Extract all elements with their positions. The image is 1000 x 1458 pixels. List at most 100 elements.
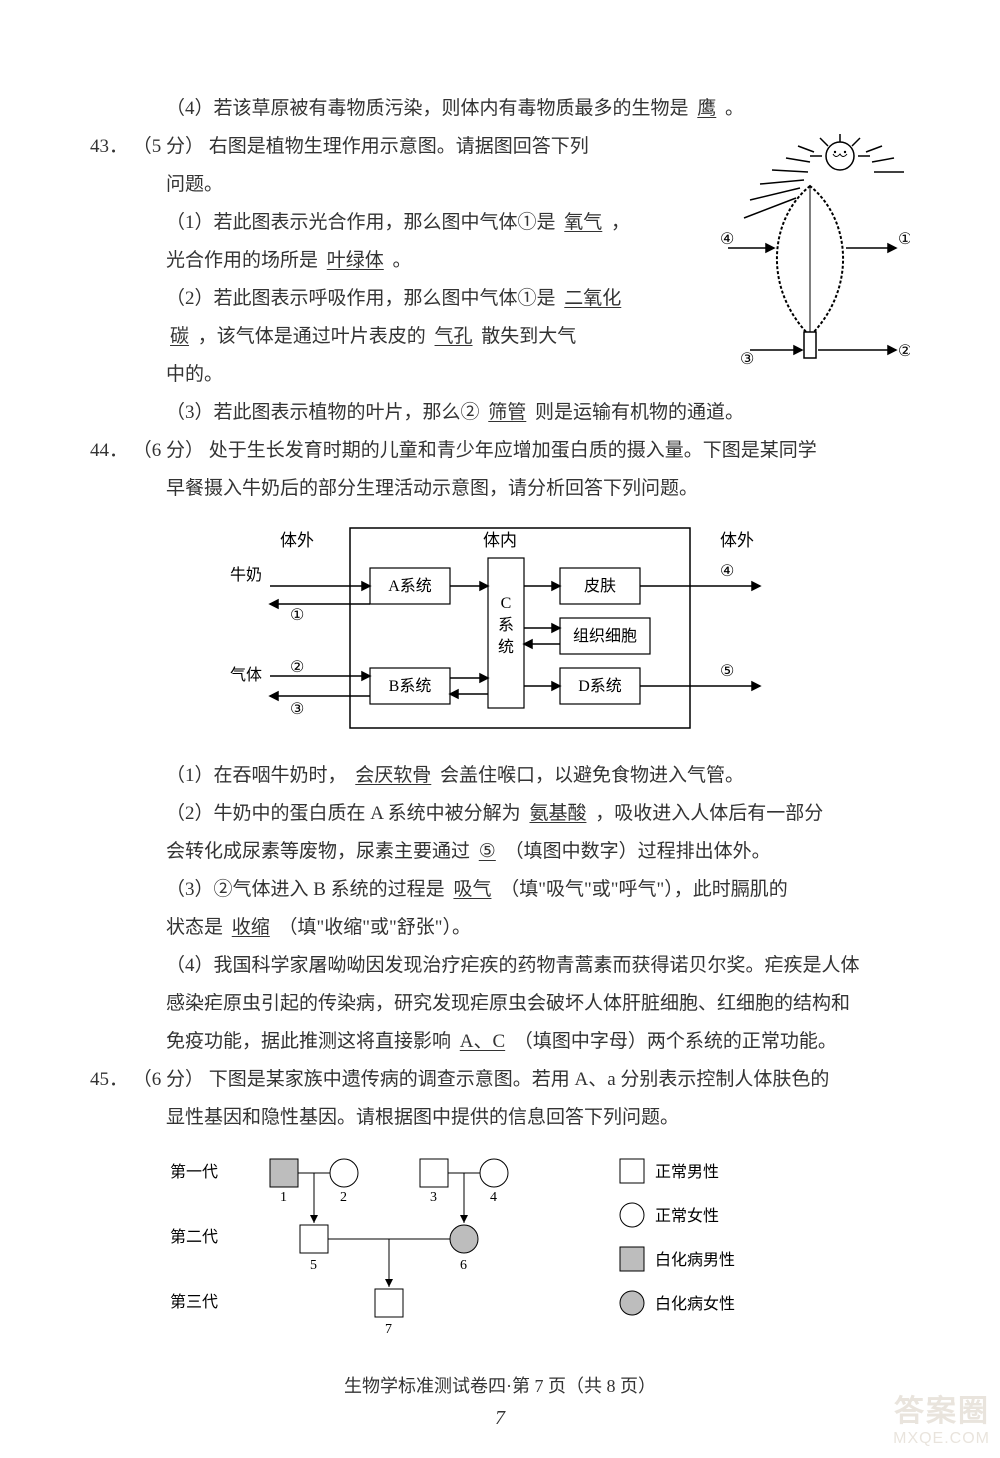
q43-s2-ans1b: 碳 <box>166 326 193 347</box>
q45-head: 45． （6 分） 下图是某家族中遗传病的调查示意图。若用 A、a 分别表示控制… <box>90 1061 910 1099</box>
f45-n4: 4 <box>490 1190 497 1205</box>
q43-s2-pre: （2）若此图表示呼吸作用，那么图中气体①是 <box>166 288 556 309</box>
q43-s3-post: 则是运输有机物的通道。 <box>535 402 744 423</box>
q44-s3-ans2: 收缩 <box>228 917 274 938</box>
q44-num: 44． <box>90 440 128 461</box>
watermark: 答案圈 MXQE.COM <box>893 1386 990 1448</box>
q44-s1: （1）在吞咽牛奶时， 会厌软骨 会盖住喉口，以避免食物进入气管。 <box>90 757 910 795</box>
q43-s1-mid: ， <box>611 212 630 233</box>
q44-s3-l2b: （填"收缩"或"舒张"）。 <box>279 917 472 938</box>
f44-sysC-c: 统 <box>498 638 514 656</box>
q44-head: 44． （6 分） 处于生长发育时期的儿童和青少年应增加蛋白质的摄入量。下图是某… <box>90 432 910 470</box>
q44-s2-ans1: 氨基酸 <box>525 803 590 824</box>
q44-s1-pre: （1）在吞咽牛奶时， <box>166 765 347 786</box>
f45-n7: 7 <box>385 1322 392 1337</box>
q44-s2-mid: ，吸收进入人体后有一部分 <box>595 803 823 824</box>
f44-gas: 气体 <box>230 666 262 684</box>
q45-intro1: 下图是某家族中遗传病的调查示意图。若用 A、a 分别表示控制人体肤色的 <box>209 1069 830 1090</box>
q44-s4-l3a: 免疫功能，据此推测这将直接影响 <box>166 1031 451 1052</box>
q42-sub4-post: 。 <box>725 98 744 119</box>
q43-s3-pre: （3）若此图表示植物的叶片，那么② <box>166 402 480 423</box>
q44-figure: 体内 体外 体外 A系统 B系统 C 系 统 皮肤 组织细胞 D系统 牛奶 <box>220 518 780 743</box>
watermark-brand: 答案圈 <box>893 1386 990 1430</box>
f45-gen3: 第三代 <box>170 1293 218 1311</box>
q44-s3-pre: （3）②气体进入 B 系统的过程是 <box>166 879 445 900</box>
q43-block: ④ ① ③ ② 43． （5 分） 右图是植物生理作用示意图。请据图回答下列 问… <box>90 128 910 432</box>
q44-s3-l2a: 状态是 <box>166 917 223 938</box>
footer-text: 生物学标准测试卷四·第 7 页（共 8 页） <box>90 1372 910 1398</box>
q43-fig-c3: ③ <box>740 351 754 368</box>
q45-figure: 第一代 第二代 第三代 1 2 3 4 5 6 <box>160 1147 840 1342</box>
q42-sub4: （4）若该草原被有毒物质污染，则体内有毒物质最多的生物是 鹰 。 <box>90 90 910 128</box>
q45-num: 45． <box>90 1069 128 1090</box>
f45-gen1: 第一代 <box>170 1163 218 1181</box>
f45-leg-af: 白化病女性 <box>655 1294 735 1313</box>
q43-points: （5 分） <box>133 136 204 157</box>
f45-n1: 1 <box>280 1190 287 1205</box>
f45-n3: 3 <box>430 1190 437 1205</box>
q44-s1-post: 会盖住喉口，以避免食物进入气管。 <box>440 765 744 786</box>
q43-s1-ans1: 氧气 <box>560 212 606 233</box>
f44-c2: ② <box>290 659 304 676</box>
q43-s2-ans2: 气孔 <box>431 326 477 347</box>
q43-fig-c2: ② <box>898 343 910 360</box>
q44-intro2: 早餐摄入牛奶后的部分生理活动示意图，请分析回答下列问题。 <box>90 470 910 508</box>
f45-n6: 6 <box>460 1258 467 1273</box>
q43-s2-ans1a: 二氧化 <box>560 288 625 309</box>
q44-s4-l2: 感染疟原虫引起的传染病，研究发现疟原虫会破坏人体肝脏细胞、红细胞的结构和 <box>90 985 910 1023</box>
f44-skin: 皮肤 <box>584 577 616 595</box>
q43-fig-c1: ① <box>898 231 910 248</box>
q43-s1-ans2: 叶绿体 <box>323 250 388 271</box>
f44-c4: ④ <box>720 563 734 580</box>
f44-sysC-b: 系 <box>498 616 514 634</box>
q43-s1-pre: （1）若此图表示光合作用，那么图中气体①是 <box>166 212 556 233</box>
q44-s2-ans2: ⑤ <box>475 841 500 862</box>
q42-sub4-pre: （4）若该草原被有毒物质污染，则体内有毒物质最多的生物是 <box>166 98 689 119</box>
q44-s2-l2: 会转化成尿素等废物，尿素主要通过 ⑤ （填图中数字）过程排出体外。 <box>90 833 910 871</box>
q44-s1-ans: 会厌软骨 <box>351 765 435 786</box>
q44-s2-l1: （2）牛奶中的蛋白质在 A 系统中被分解为 氨基酸 ，吸收进入人体后有一部分 <box>90 795 910 833</box>
q43-num: 43． <box>90 136 128 157</box>
q43-s1-pre2: 光合作用的场所是 <box>166 250 318 271</box>
f44-tissue: 组织细胞 <box>573 627 637 645</box>
q44-s4-l3: 免疫功能，据此推测这将直接影响 A、C （填图中字母）两个系统的正常功能。 <box>90 1023 910 1061</box>
f44-sysA: A系统 <box>388 577 432 595</box>
q44-points: （6 分） <box>133 440 204 461</box>
f45-leg-nm: 正常男性 <box>655 1163 719 1181</box>
watermark-url: MXQE.COM <box>893 1430 990 1448</box>
q44-s3-l2: 状态是 收缩 （填"收缩"或"舒张"）。 <box>90 909 910 947</box>
q44-intro1: 处于生长发育时期的儿童和青少年应增加蛋白质的摄入量。下图是某同学 <box>209 440 817 461</box>
f45-n5: 5 <box>310 1258 317 1273</box>
q43-s1-post2: 。 <box>393 250 412 271</box>
q43-fig-c4: ④ <box>720 231 734 248</box>
q44-s2-l2b: （填图中数字）过程排出体外。 <box>505 841 771 862</box>
q44-s4-l3b: （填图中字母）两个系统的正常功能。 <box>514 1031 837 1052</box>
f44-sysB: B系统 <box>389 677 432 695</box>
q42-sub4-ans: 鹰 <box>693 98 720 119</box>
f44-c1: ① <box>290 607 304 624</box>
q44-s3-mid: （填"吸气"或"呼气"），此时膈肌的 <box>500 879 788 900</box>
q43-s3-ans: 筛管 <box>484 402 530 423</box>
page-number: 7 <box>0 1407 1000 1430</box>
q44-s3-l1: （3）②气体进入 B 系统的过程是 吸气 （填"吸气"或"呼气"），此时膈肌的 <box>90 871 910 909</box>
q45-intro2: 显性基因和隐性基因。请根据图中提供的信息回答下列问题。 <box>90 1099 910 1137</box>
f44-sysC-a: C <box>501 595 512 612</box>
f44-outsideR: 体外 <box>720 531 754 550</box>
f44-outsideL: 体外 <box>280 531 314 550</box>
f45-leg-am: 白化病男性 <box>655 1251 735 1269</box>
f44-c5: ⑤ <box>720 663 734 680</box>
q45-points: （6 分） <box>133 1069 204 1090</box>
q44-s3-ans1: 吸气 <box>449 879 495 900</box>
q44-s4-ans: A、C <box>456 1031 509 1052</box>
f44-milk: 牛奶 <box>230 566 262 584</box>
exam-page: （4）若该草原被有毒物质污染，则体内有毒物质最多的生物是 鹰 。 <box>0 0 1000 1458</box>
q43-intro1: 右图是植物生理作用示意图。请据图回答下列 <box>209 136 589 157</box>
q44-s2-l2a: 会转化成尿素等废物，尿素主要通过 <box>166 841 470 862</box>
f45-gen2: 第二代 <box>170 1228 218 1246</box>
q43-s3: （3）若此图表示植物的叶片，那么② 筛管 则是运输有机物的通道。 <box>90 394 910 432</box>
f45-leg-nf: 正常女性 <box>655 1206 719 1225</box>
f44-c3: ③ <box>290 701 304 718</box>
f44-sysD: D系统 <box>578 677 622 695</box>
q44-s4-l1: （4）我国科学家屠呦呦因发现治疗疟疾的药物青蒿素而获得诺贝尔奖。疟疾是人体 <box>90 947 910 985</box>
q43-figure: ④ ① ③ ② <box>690 128 910 373</box>
